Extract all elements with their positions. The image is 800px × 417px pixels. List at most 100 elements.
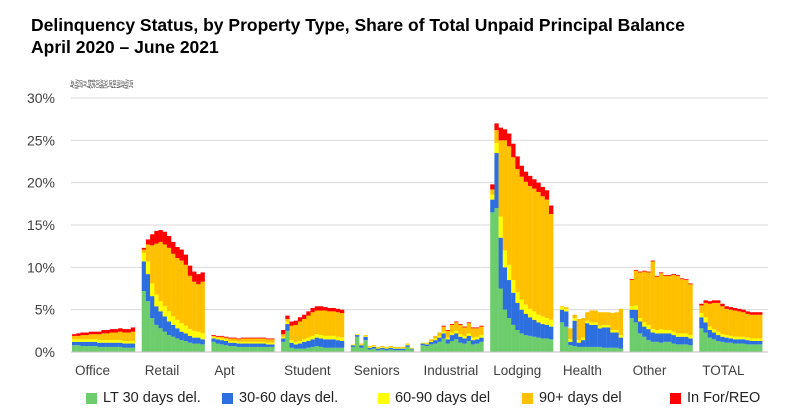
bar-segment — [494, 130, 499, 143]
bar-segment — [490, 194, 495, 200]
bar-segment — [245, 346, 250, 352]
bar-segment — [479, 337, 484, 342]
bar-segment — [114, 332, 119, 341]
bar-segment — [126, 343, 131, 348]
x-category-label: TOTAL — [702, 363, 745, 378]
bar-segment — [175, 319, 180, 329]
bar-segment — [737, 339, 742, 344]
bar-segment — [261, 343, 267, 347]
bar-segment — [536, 191, 541, 315]
bar-segment — [466, 335, 472, 341]
bar-segment — [549, 319, 554, 327]
bar-segment — [479, 341, 484, 352]
bar-segment — [331, 339, 336, 348]
bar-segment — [114, 342, 119, 347]
bar-segment — [261, 338, 267, 342]
bar-segment — [758, 344, 763, 352]
bar-segment — [559, 307, 565, 310]
bar-segment — [232, 337, 237, 339]
bar-segment — [544, 190, 550, 200]
bar-segment — [684, 336, 689, 345]
bar-segment — [196, 343, 201, 352]
bar-segment — [749, 344, 755, 352]
bar-segment — [380, 346, 385, 348]
bar-segment — [192, 337, 197, 344]
bar-segment — [707, 303, 713, 327]
bar-segment — [703, 317, 708, 323]
bar-segment — [84, 332, 89, 336]
bar-segment — [572, 314, 577, 319]
bar-segment — [392, 350, 398, 352]
bar-segment — [449, 324, 455, 325]
bar-segment — [470, 328, 476, 338]
legend-item: LT 30 days del. — [86, 385, 201, 411]
bar-segment — [355, 335, 360, 337]
bars — [72, 123, 763, 352]
bar-segment — [528, 317, 533, 336]
legend-label: LT 30 days del. — [103, 390, 201, 406]
bar-segment — [318, 338, 324, 347]
bar-segment — [122, 329, 127, 333]
month-label: Nov — [100, 79, 106, 88]
bar-segment — [285, 330, 290, 352]
bar-segment — [589, 322, 594, 325]
bar-segment — [585, 346, 590, 352]
bar-segment — [388, 346, 393, 348]
bar-segment — [454, 339, 459, 352]
bar-segment — [376, 348, 381, 351]
bar-segment — [323, 307, 328, 311]
bar-segment — [519, 309, 524, 334]
bar-segment — [445, 337, 451, 340]
bar-segment — [511, 292, 516, 325]
bar-segment — [240, 341, 246, 344]
bar-segment — [593, 310, 598, 323]
bar-segment — [158, 230, 163, 242]
bar-segment — [614, 312, 619, 330]
bar-segment — [401, 348, 406, 351]
bar-segment — [331, 347, 336, 352]
bar-segment — [289, 325, 294, 341]
bar-segment — [437, 337, 442, 342]
bar-segment — [405, 343, 410, 345]
y-axis-ticks: 0% 5% 10% 15% 20% 25% 30% — [27, 90, 55, 360]
bar-segment — [405, 346, 410, 352]
bar-segment — [236, 341, 241, 344]
bar-segment — [724, 308, 729, 336]
bar-segment — [449, 340, 455, 352]
bar-segment — [232, 346, 237, 352]
bar-segment — [219, 340, 225, 345]
bar-segment — [88, 346, 94, 352]
bar-segment — [289, 342, 294, 348]
bar-segment — [420, 345, 425, 352]
bar-segment — [549, 326, 554, 340]
bar-segment — [441, 326, 446, 332]
bar-segment — [200, 344, 205, 352]
month-label: Jan — [108, 80, 114, 88]
bar-segment — [101, 329, 106, 334]
bar-segment — [84, 335, 89, 340]
bar-segment — [228, 340, 233, 343]
bar-segment — [281, 338, 286, 342]
bar-segment — [253, 337, 258, 339]
bar-segment — [359, 344, 364, 346]
bar-segment — [433, 343, 438, 352]
legend-swatch — [522, 392, 533, 404]
bar-segment — [544, 318, 550, 325]
bar-segment — [753, 340, 759, 345]
bar-segment — [663, 329, 668, 334]
bar-segment — [150, 296, 155, 319]
bar-segment — [253, 343, 258, 347]
bar-segment — [171, 336, 176, 352]
bar-segment — [659, 273, 664, 330]
bar-segment — [589, 310, 594, 323]
bar-segment — [498, 237, 503, 289]
bar-segment — [376, 350, 381, 352]
bar-segment — [228, 342, 233, 347]
bar-segment — [339, 347, 345, 352]
bar-segment — [76, 333, 81, 336]
bar-segment — [494, 123, 499, 131]
bar-segment — [80, 332, 85, 336]
bar-segment — [528, 335, 533, 352]
bar-segment — [445, 329, 451, 331]
bar-segment — [76, 339, 81, 342]
